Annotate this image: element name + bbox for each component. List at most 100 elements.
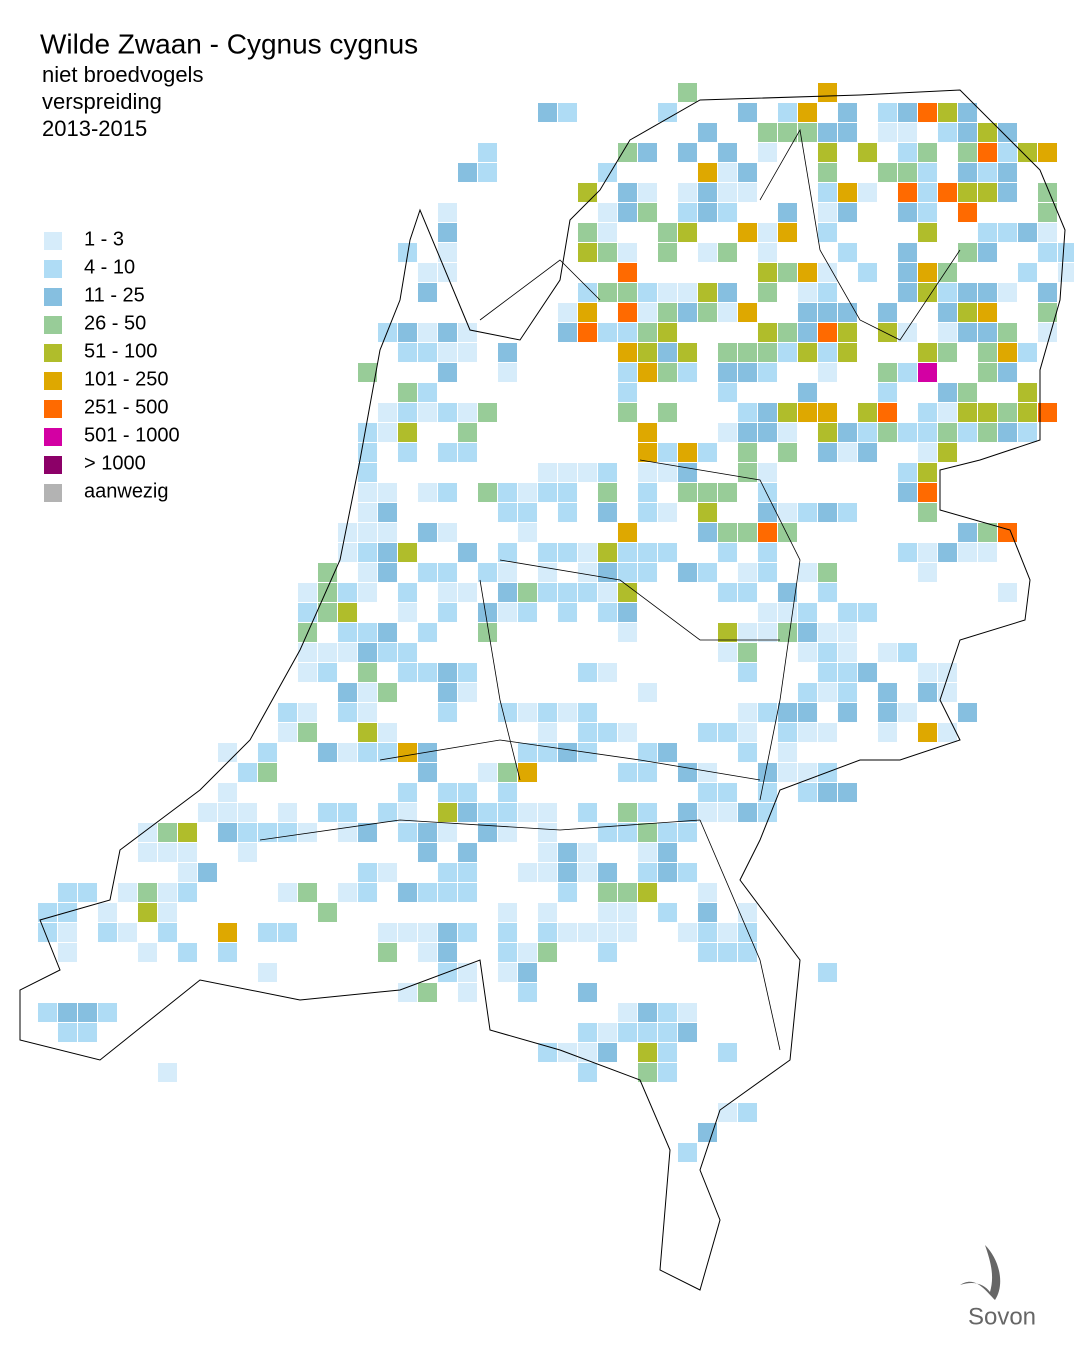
grid-cell <box>258 963 277 982</box>
grid-cell <box>438 583 457 602</box>
grid-cell <box>558 543 577 562</box>
grid-cell <box>758 223 777 242</box>
grid-cell <box>358 663 377 682</box>
grid-cell <box>398 383 417 402</box>
grid-cell <box>138 843 157 862</box>
grid-cell <box>598 923 617 942</box>
grid-cell <box>638 1043 657 1062</box>
grid-cell <box>718 943 737 962</box>
grid-cell <box>1038 323 1057 342</box>
grid-cell <box>758 563 777 582</box>
grid-cell <box>498 363 517 382</box>
grid-cell <box>138 823 157 842</box>
grid-cell <box>678 143 697 162</box>
country-outline <box>19 89 1066 1291</box>
grid-cell <box>378 923 397 942</box>
grid-cell <box>858 443 877 462</box>
map-title: Wilde Zwaan - Cygnus cygnus <box>40 28 418 59</box>
grid-cell <box>658 443 677 462</box>
grid-cell <box>458 343 477 362</box>
grid-cell <box>398 783 417 802</box>
grid-cell <box>738 903 757 922</box>
grid-cell <box>578 663 597 682</box>
grid-cell <box>898 483 917 502</box>
grid-cell <box>458 663 477 682</box>
grid-cell <box>758 283 777 302</box>
grid-cell <box>618 283 637 302</box>
grid-cell <box>618 303 637 322</box>
grid-cell <box>978 323 997 342</box>
grid-cell <box>898 363 917 382</box>
grid-cell <box>398 323 417 342</box>
grid-cell <box>738 443 757 462</box>
grid-cell <box>658 243 677 262</box>
grid-cell <box>138 943 157 962</box>
grid-cell <box>918 423 937 442</box>
grid-cell <box>998 183 1017 202</box>
grid-cell <box>618 583 637 602</box>
grid-cell <box>818 443 837 462</box>
grid-cell <box>318 803 337 822</box>
grid-cell <box>438 443 457 462</box>
grid-cell <box>738 163 757 182</box>
grid-cell <box>638 343 657 362</box>
grid-cell <box>938 263 957 282</box>
grid-cell <box>298 663 317 682</box>
grid-cell <box>698 903 717 922</box>
grid-cell <box>618 563 637 582</box>
grid-cell <box>458 983 477 1002</box>
grid-cell <box>338 643 357 662</box>
grid-cell <box>518 743 537 762</box>
grid-cell <box>998 323 1017 342</box>
grid-cell <box>498 343 517 362</box>
grid-cell <box>438 923 457 942</box>
grid-cell <box>478 483 497 502</box>
grid-cell <box>318 663 337 682</box>
grid-cell <box>418 323 437 342</box>
grid-cell <box>978 243 997 262</box>
grid-cell <box>538 863 557 882</box>
grid-cell <box>558 303 577 322</box>
grid-cell <box>738 563 757 582</box>
grid-cell <box>378 643 397 662</box>
grid-cell <box>298 823 317 842</box>
grid-cell <box>858 403 877 422</box>
grid-cell <box>338 683 357 702</box>
grid-cell <box>538 803 557 822</box>
grid-cell <box>578 923 597 942</box>
grid-cell <box>838 123 857 142</box>
grid-cell <box>918 563 937 582</box>
grid-cell <box>858 423 877 442</box>
grid-cell <box>358 503 377 522</box>
legend-label: 501 - 1000 <box>84 424 180 446</box>
grid-cell <box>838 103 857 122</box>
grid-cell <box>958 383 977 402</box>
grid-cell <box>538 923 557 942</box>
grid-cell <box>658 323 677 342</box>
grid-cell <box>758 803 777 822</box>
grid-cell <box>638 503 657 522</box>
grid-cell <box>1018 423 1037 442</box>
grid-cell <box>458 683 477 702</box>
grid-cell <box>958 523 977 542</box>
grid-cell <box>678 463 697 482</box>
grid-cell <box>478 163 497 182</box>
grid-cell <box>698 243 717 262</box>
grid-cell <box>778 103 797 122</box>
grid-cell <box>738 523 757 542</box>
legend-swatch <box>44 484 62 502</box>
grid-cell <box>98 1003 117 1022</box>
legend-label: > 1000 <box>84 452 146 474</box>
grid-cell <box>278 923 297 942</box>
grid-cell <box>418 343 437 362</box>
grid-cell <box>618 923 637 942</box>
grid-cell <box>998 163 1017 182</box>
grid-cell <box>678 823 697 842</box>
grid-cell <box>718 343 737 362</box>
grid-cell <box>338 583 357 602</box>
grid-cell <box>898 323 917 342</box>
grid-cell <box>798 563 817 582</box>
grid-cell <box>838 783 857 802</box>
grid-cell <box>518 943 537 962</box>
grid-cell <box>878 303 897 322</box>
